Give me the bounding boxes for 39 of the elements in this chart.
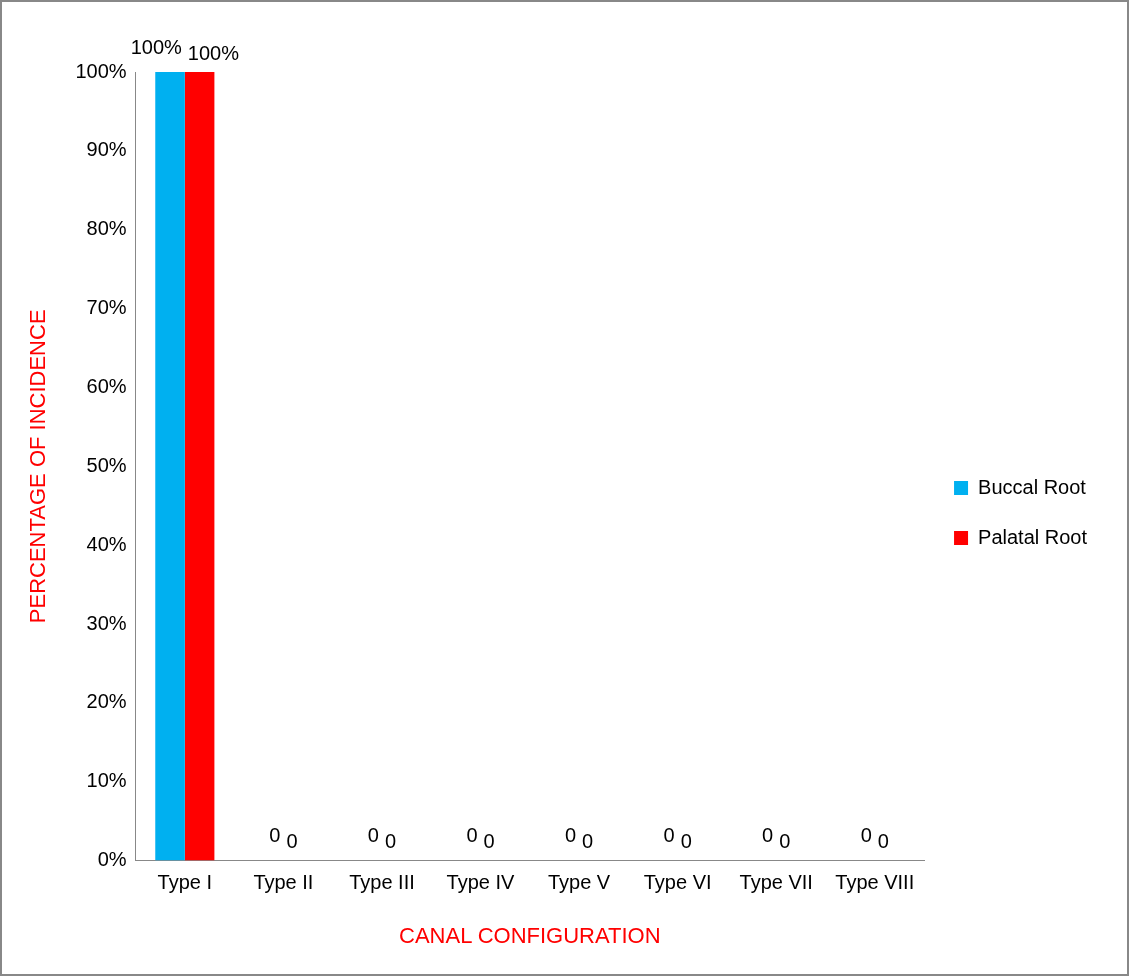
data-label: 0 bbox=[779, 830, 791, 853]
x-tick-label: Type II bbox=[253, 871, 314, 894]
data-label: 0 bbox=[564, 824, 577, 847]
data-label: 0 bbox=[367, 824, 379, 847]
y-axis-title: PERCENTAGE OF INCIDENCE bbox=[25, 309, 51, 624]
data-label: 0 bbox=[663, 824, 675, 847]
data-label: 0 bbox=[269, 824, 281, 847]
y-tick-label: 100% bbox=[75, 59, 127, 82]
legend-label: Buccal Root bbox=[978, 475, 1087, 498]
data-label: 100% bbox=[130, 35, 183, 58]
x-tick-label: Type III bbox=[349, 871, 415, 894]
y-tick-label: 10% bbox=[86, 769, 127, 792]
data-label: 0 bbox=[286, 830, 298, 853]
y-tick-label: 60% bbox=[86, 374, 127, 397]
x-tick-label: Type VI bbox=[643, 871, 712, 894]
data-label: 0 bbox=[877, 830, 889, 853]
data-label: 0 bbox=[483, 830, 495, 853]
data-label: 100% bbox=[187, 41, 240, 64]
data-label: 0 bbox=[680, 830, 692, 853]
x-tick-label: Type V bbox=[547, 871, 611, 894]
y-tick-label: 30% bbox=[86, 611, 127, 634]
y-tick-label: 90% bbox=[86, 138, 127, 161]
legend-label: Palatal Root bbox=[978, 525, 1088, 548]
y-tick-label: 20% bbox=[86, 690, 127, 713]
data-label: 0 bbox=[582, 830, 594, 853]
data-label: 0 bbox=[384, 830, 397, 853]
data-label: 0 bbox=[466, 824, 478, 847]
y-tick-label: 0% bbox=[97, 848, 127, 871]
x-tick-label: Type IV bbox=[446, 871, 516, 894]
y-tick-label: 70% bbox=[86, 296, 127, 319]
x-tick-label: Type I bbox=[157, 871, 213, 894]
y-tick-label: 40% bbox=[86, 532, 127, 555]
x-tick-label: Type VII bbox=[739, 871, 813, 894]
x-tick-label: Type VIII bbox=[835, 871, 915, 894]
y-tick-label: 80% bbox=[86, 217, 127, 240]
data-label: 0 bbox=[762, 824, 774, 847]
x-axis-title: CANAL CONFIGURATION bbox=[399, 922, 661, 948]
y-tick-label: 50% bbox=[86, 453, 127, 476]
data-label: 0 bbox=[860, 824, 872, 847]
